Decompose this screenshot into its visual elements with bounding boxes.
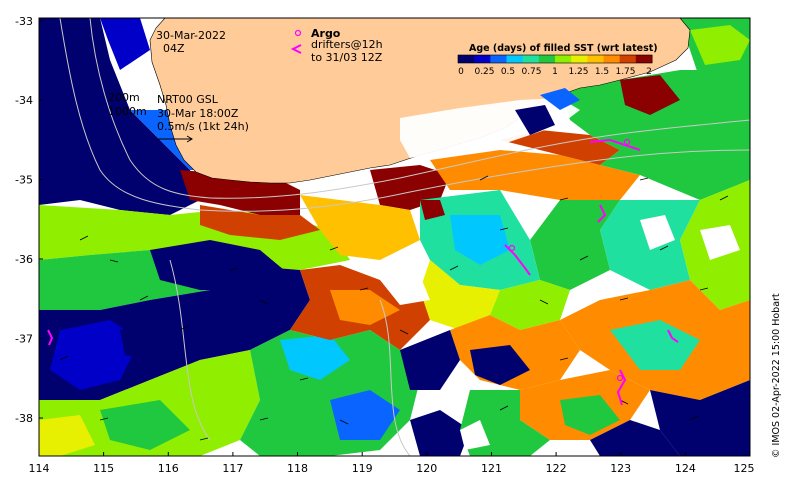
current-time-label: 30-Mar 18:00Z — [157, 107, 239, 120]
y-tick-label: -38 — [15, 412, 33, 425]
colorbar-tick-label: 1 — [552, 67, 558, 77]
colorbar-tick-label: 0.75 — [521, 67, 541, 77]
isobath-200m-label: 200m — [108, 91, 140, 104]
colorbar-title: Age (days) of filled SST (wrt latest) — [469, 43, 658, 54]
current-product-label: NRT00 GSL — [157, 93, 219, 106]
colorbar-swatch — [587, 55, 604, 63]
colorbar-tick-label: 0 — [458, 67, 464, 77]
colorbar-swatch — [538, 55, 556, 63]
current-scale-label: 0.5m/s (1kt 24h) — [157, 120, 249, 133]
credit-label: © IMOS 02-Apr-2022 15:00 Hobart — [771, 293, 782, 458]
y-tick-label: -36 — [15, 253, 33, 266]
y-axis-ticks — [39, 20, 43, 419]
y-tick-label: -35 — [15, 174, 33, 187]
x-tick-label: 125 — [734, 462, 755, 475]
colorbar-swatch — [474, 55, 491, 63]
y-tick-label: -33 — [15, 15, 33, 28]
x-tick-label: 120 — [416, 462, 437, 475]
x-tick-label: 116 — [158, 462, 179, 475]
colorbar-tick-label: 0.25 — [474, 67, 494, 77]
colorbar-swatch — [490, 55, 507, 63]
x-tick-label: 122 — [546, 462, 567, 475]
colorbar-swatches — [458, 55, 653, 63]
x-tick-label: 123 — [610, 462, 631, 475]
colorbar-swatch — [619, 55, 637, 63]
time-label: 04Z — [163, 42, 185, 55]
y-axis-labels: -33 -34 -35 -36 -37 -38 — [15, 15, 33, 425]
date-label: 30-Mar-2022 — [156, 29, 226, 42]
x-tick-label: 114 — [29, 462, 50, 475]
x-tick-label: 117 — [222, 462, 243, 475]
drifter-legend-line-2: to 31/03 12Z — [311, 51, 383, 64]
sst-age-field — [39, 18, 750, 456]
isobath-1000m-label: 1000m — [108, 105, 147, 118]
colorbar-swatch — [522, 55, 540, 63]
colorbar-tick-label: 1.5 — [595, 67, 609, 77]
colorbar-tick-label: 1.25 — [568, 67, 588, 77]
colorbar-swatch — [571, 55, 588, 63]
colorbar-swatch — [603, 55, 621, 63]
colorbar-swatch — [458, 55, 475, 63]
map-plot-area — [39, 18, 750, 456]
drifter-legend-icon — [290, 44, 302, 54]
x-tick-label: 121 — [481, 462, 502, 475]
colorbar-labels: 0 0.25 0.5 0.75 1 1.25 1.5 1.75 2 — [458, 67, 652, 77]
x-tick-label: 115 — [93, 462, 114, 475]
x-tick-label: 118 — [287, 462, 308, 475]
colorbar-swatch — [506, 55, 524, 63]
y-tick-label: -34 — [15, 94, 33, 107]
plot-frame — [38, 17, 751, 457]
isobaths — [59, 18, 750, 456]
x-axis-ticks — [38, 452, 751, 456]
colorbar-tick-label: 2 — [646, 67, 652, 77]
argo-legend-icon — [294, 29, 302, 37]
argo-legend-label: Argo — [311, 27, 341, 40]
current-vectors — [59, 175, 729, 441]
x-tick-label: 124 — [675, 462, 696, 475]
argo-floats — [508, 138, 631, 382]
colorbar-swatch — [555, 55, 572, 63]
x-axis-labels: 114 115 116 117 118 119 120 121 122 123 … — [29, 462, 755, 475]
colorbar-tick-label: 1.75 — [615, 67, 635, 77]
y-tick-label: -37 — [15, 333, 33, 346]
x-tick-label: 119 — [352, 462, 373, 475]
colorbar-tick-label: 0.5 — [501, 67, 515, 77]
drifter-legend-line-1: drifters@12h — [311, 38, 383, 51]
colorbar-swatch — [635, 55, 653, 63]
